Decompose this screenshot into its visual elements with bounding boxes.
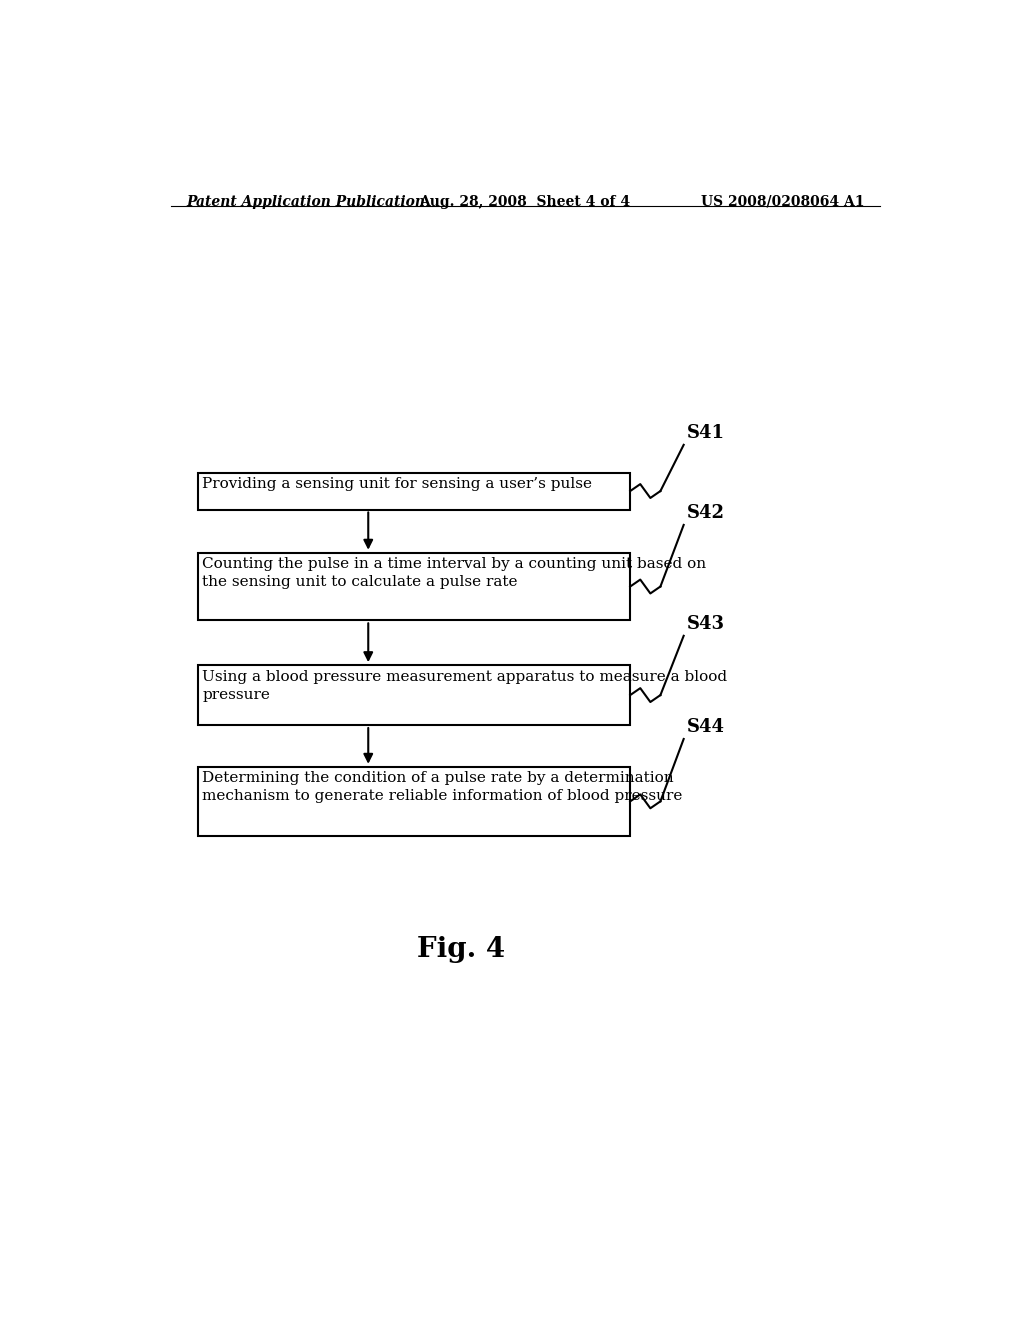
Bar [198,473,630,510]
Text: S41: S41 [687,424,725,442]
Text: Using a blood pressure measurement apparatus to measure a blood
pressure: Using a blood pressure measurement appar… [203,669,727,701]
Text: US 2008/0208064 A1: US 2008/0208064 A1 [700,194,864,209]
Bar [198,767,630,836]
Text: Counting the pulse in a time interval by a counting unit based on
the sensing un: Counting the pulse in a time interval by… [203,557,707,589]
Text: S42: S42 [687,504,725,521]
Text: Patent Application Publication: Patent Application Publication [186,194,425,209]
Bar [198,553,630,620]
Text: Determining the condition of a pulse rate by a determination
mechanism to genera: Determining the condition of a pulse rat… [203,771,683,803]
Bar [198,665,630,725]
Text: Providing a sensing unit for sensing a user’s pulse: Providing a sensing unit for sensing a u… [203,478,593,491]
Text: Aug. 28, 2008  Sheet 4 of 4: Aug. 28, 2008 Sheet 4 of 4 [419,194,631,209]
Text: S43: S43 [687,615,725,632]
Text: S44: S44 [687,718,725,737]
Text: Fig. 4: Fig. 4 [417,936,505,964]
